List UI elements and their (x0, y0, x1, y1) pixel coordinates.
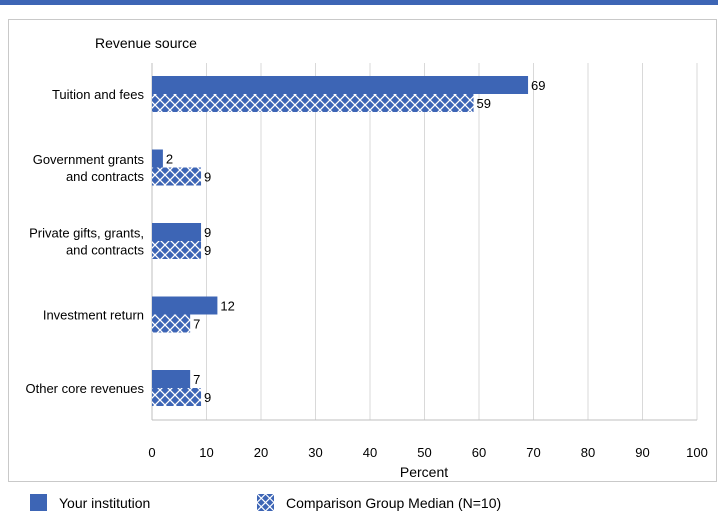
legend-swatch-solid (30, 494, 47, 511)
x-tick-label: 30 (308, 445, 322, 460)
x-tick-label: 60 (472, 445, 486, 460)
x-tick-labels: 0 10 20 30 40 50 60 70 80 90 100 (148, 445, 707, 460)
data-label: 7 (193, 317, 200, 332)
bar-comparison-median (152, 94, 474, 112)
category-label: Tuition and fees (52, 87, 145, 102)
x-tick-label: 100 (686, 445, 708, 460)
bar-comparison-median (152, 167, 202, 186)
bar-comparison-median (152, 314, 191, 333)
data-label: 9 (204, 225, 211, 240)
legend: Your institution Comparison Group Median… (0, 494, 718, 515)
bar-your-institution (152, 149, 163, 168)
bar-your-institution (152, 296, 218, 315)
x-tick-label: 90 (635, 445, 649, 460)
legend-swatch-crosshatch (257, 494, 274, 511)
x-tick-label: 70 (526, 445, 540, 460)
data-label: 12 (220, 299, 234, 314)
x-tick-label: 40 (363, 445, 377, 460)
top-accent-rule (0, 0, 718, 5)
data-label: 9 (204, 243, 211, 258)
gridlines (151, 63, 698, 421)
category-labels: Tuition and fees Government grants and con… (25, 87, 144, 396)
bar-your-institution (152, 370, 191, 388)
category-label: and contracts (66, 243, 145, 258)
x-tick-label: 10 (199, 445, 213, 460)
category-label: Private gifts, grants, (29, 226, 144, 241)
category-label: Other core revenues (25, 381, 144, 396)
data-label: 9 (204, 170, 211, 185)
legend-item-your-institution: Your institution (30, 494, 150, 511)
data-label: 9 (204, 390, 211, 405)
x-tick-label: 80 (581, 445, 595, 460)
data-label: 59 (477, 96, 491, 111)
category-axis-label: Revenue source (95, 35, 197, 51)
bar-comparison-median (152, 388, 202, 406)
x-tick-label: 0 (148, 445, 155, 460)
bar-your-institution (152, 76, 529, 94)
x-tick-label: 20 (254, 445, 268, 460)
category-label: Government grants (33, 152, 145, 167)
data-label: 69 (531, 78, 545, 93)
legend-label: Your institution (59, 494, 151, 511)
legend-item-comparison-median: Comparison Group Median (N=10) (257, 494, 501, 511)
bar-comparison-median (152, 241, 202, 259)
legend-label: Comparison Group Median (N=10) (286, 494, 502, 511)
bar-your-institution (152, 223, 202, 241)
category-label: Investment return (43, 308, 144, 323)
x-tick-label: 50 (417, 445, 431, 460)
bars (152, 76, 529, 406)
x-axis-title: Percent (400, 464, 448, 480)
data-label: 2 (166, 152, 173, 167)
data-label: 7 (193, 372, 200, 387)
category-label: and contracts (66, 169, 145, 184)
